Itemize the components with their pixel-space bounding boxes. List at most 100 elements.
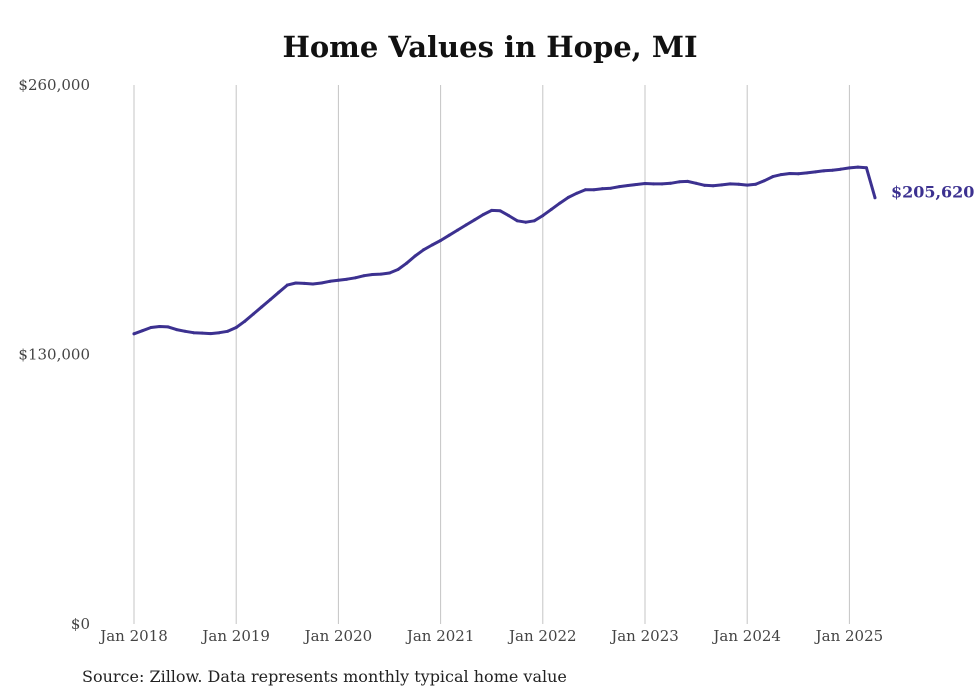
data-point [302,281,306,285]
data-point [617,185,621,189]
data-point [328,279,332,283]
data-point [592,188,596,192]
data-point [345,277,349,281]
x-tick-label: Jan 2021 [405,627,475,645]
data-point [379,272,383,276]
data-point [175,328,179,332]
data-point [660,182,664,186]
data-point [737,182,741,186]
data-point [319,281,323,285]
data-point [558,201,562,205]
y-tick-label: $260,000 [18,76,90,94]
data-point [141,329,145,333]
data-point [728,182,732,186]
data-point [396,268,400,272]
data-point [711,184,715,188]
data-point [336,278,340,282]
x-tick-label: Jan 2020 [303,627,373,645]
data-point [498,209,502,213]
x-tick-label: Jan 2023 [609,627,679,645]
data-point [788,172,792,176]
data-point [779,173,783,177]
data-point [311,282,315,286]
y-tick-label: $130,000 [18,346,90,364]
data-point [353,276,357,280]
data-point [703,183,707,187]
end-value-label: $205,620 [891,183,975,202]
data-point [456,228,460,232]
data-point [626,184,630,188]
data-point [243,319,247,323]
x-tick-label: Jan 2019 [200,627,270,645]
data-point [796,172,800,176]
data-point [405,261,409,265]
x-tick-label: Jan 2018 [98,627,168,645]
data-point [413,254,417,258]
data-point [217,331,221,335]
data-point [745,183,749,187]
data-point [532,219,536,223]
data-point [847,166,851,170]
x-tick-label: Jan 2024 [711,627,781,645]
data-point [251,312,255,316]
data-point [260,305,264,309]
data-point [277,290,281,294]
data-point [481,213,485,217]
data-point [694,181,698,185]
data-point [600,187,604,191]
data-point [507,214,511,218]
data-point [583,188,587,192]
data-point [541,214,545,218]
data-point [686,179,690,183]
data-point [805,171,809,175]
data-point [285,283,289,287]
data-point [388,271,391,275]
data-point [490,208,494,212]
data-point [430,243,434,247]
data-point [813,170,817,174]
data-point [158,325,162,329]
data-point [720,183,724,187]
data-point [268,298,272,302]
data-point [439,238,443,242]
data-point [473,218,477,222]
data-point [856,165,860,169]
data-point [209,332,213,336]
source-note: Source: Zillow. Data represents monthly … [82,667,567,686]
x-tick-label: Jan 2025 [814,627,884,645]
data-point [294,281,298,285]
data-point [864,166,868,170]
data-point [754,182,758,186]
data-point [234,326,238,330]
data-point [447,233,451,237]
data-point [575,191,579,195]
data-point [677,180,681,184]
data-point [762,179,766,183]
data-point [524,220,528,224]
data-point [200,331,204,335]
series-line [132,165,877,336]
y-tick-label: $0 [71,615,90,633]
data-point [652,182,656,186]
data-point [839,167,843,171]
data-point [226,329,230,333]
data-point [192,331,196,335]
data-point [183,329,187,333]
data-point [464,223,468,227]
data-point [669,181,673,185]
data-point [771,175,775,179]
data-point [634,183,638,187]
data-point [609,186,613,190]
data-point [362,274,366,278]
chart-title: Home Values in Hope, MI [282,30,698,64]
data-point [822,169,826,173]
data-point [515,219,519,223]
data-point [422,248,426,252]
data-point [566,195,570,199]
data-point [149,326,153,330]
data-point [830,168,834,172]
data-point [549,207,553,211]
data-point [370,272,374,276]
data-point [132,332,136,336]
